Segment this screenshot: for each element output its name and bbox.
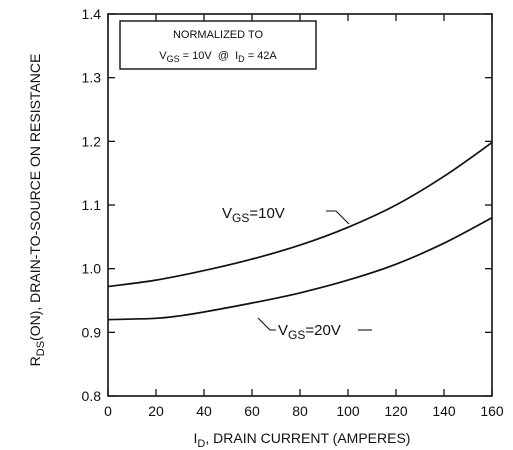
x-tick-label: 160 — [480, 403, 504, 419]
x-tick-label: 0 — [104, 403, 112, 419]
x-tick-label: 40 — [196, 403, 212, 419]
leader-line-vgs10 — [326, 210, 350, 225]
x-tick-label: 60 — [244, 403, 260, 419]
series-group — [107, 141, 493, 321]
x-tick-label: 140 — [432, 403, 456, 419]
y-tick-label: 0.8 — [82, 388, 102, 404]
normalization-box — [119, 20, 317, 70]
x-tick-label: 20 — [148, 403, 164, 419]
x-tick-label: 120 — [384, 403, 408, 419]
y-tick-label: 0.9 — [82, 324, 102, 340]
axis-ticks: 0 20 40 60 80 100 120 140 160 0.8 0.9 1.0 1.1 1.2 1.3 1… — [82, 6, 504, 419]
normalization-line1: NORMALIZED TO — [173, 29, 263, 41]
y-tick-label: 1.0 — [82, 261, 102, 277]
y-tick-label: 1.4 — [82, 6, 102, 22]
x-axis-label: ID, DRAIN CURRENT (AMPERES) — [194, 430, 411, 450]
y-axis-label: RDS(ON), DRAIN-TO-SOURCE ON RESISTANCE — [27, 54, 47, 367]
y-tick-label: 1.1 — [82, 197, 102, 213]
series-label-vgs10: VGS=10V — [222, 205, 285, 225]
normalization-line2: VGS = 10V @ ID = 42A — [159, 50, 277, 64]
y-tick-label: 1.3 — [82, 70, 102, 86]
x-tick-label: 100 — [336, 403, 360, 419]
leader-line-vgs20 — [257, 317, 276, 331]
series-line-vgs10 — [107, 141, 493, 288]
series-line-vgs20 — [107, 216, 493, 321]
series-label-vgs20: VGS=20V — [278, 322, 341, 342]
x-tick-label: 80 — [292, 403, 308, 419]
y-tick-label: 1.2 — [82, 133, 102, 149]
